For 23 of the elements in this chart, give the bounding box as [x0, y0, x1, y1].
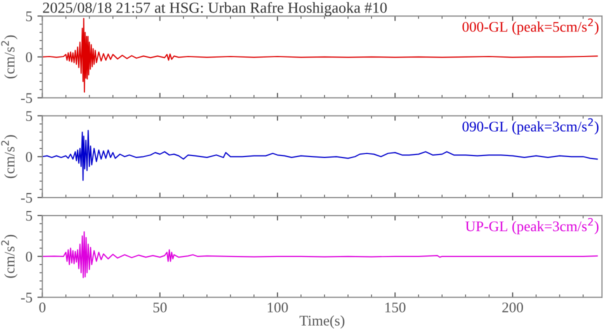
chart-title: 2025/08/18 21:57 at HSG: Urban Rafre Hoshigaoka #10 — [43, 2, 387, 16]
y-tick-label: 5 — [26, 12, 32, 22]
y-tick-label: 0 — [26, 52, 32, 62]
x-tick-label: 200 — [502, 302, 524, 312]
series-label: UP-GL (peak=3cm/s$^{2}$) — [465, 218, 598, 234]
y-tick-label: 5 — [26, 111, 32, 121]
y-axis-title: (cm/s$^{2}$) — [1, 234, 18, 278]
line-series — [42, 18, 598, 93]
y-axis-title: (cm/s$^{2}$) — [1, 135, 18, 178]
x-tick-label: 0 — [39, 302, 46, 312]
y-tick-label: -5 — [21, 292, 32, 302]
y-tick-label: 0 — [26, 252, 32, 262]
series-label: 090-GL (peak=3cm/s$^{2}$) — [462, 118, 598, 134]
y-tick-label: 0 — [26, 152, 32, 162]
y-tick-label: -5 — [21, 93, 32, 103]
series-label: 000-GL (peak=5cm/s$^{2}$) — [462, 18, 598, 35]
x-tick-label: 50 — [153, 302, 167, 312]
x-tick-label: 150 — [385, 302, 406, 312]
y-tick-label: -5 — [21, 193, 32, 203]
y-axis-title: (cm/s$^{2}$) — [1, 35, 18, 78]
x-axis-title: Time(s) — [300, 315, 344, 329]
x-tick-label: 100 — [268, 302, 288, 312]
y-tick-label: 5 — [26, 211, 32, 221]
